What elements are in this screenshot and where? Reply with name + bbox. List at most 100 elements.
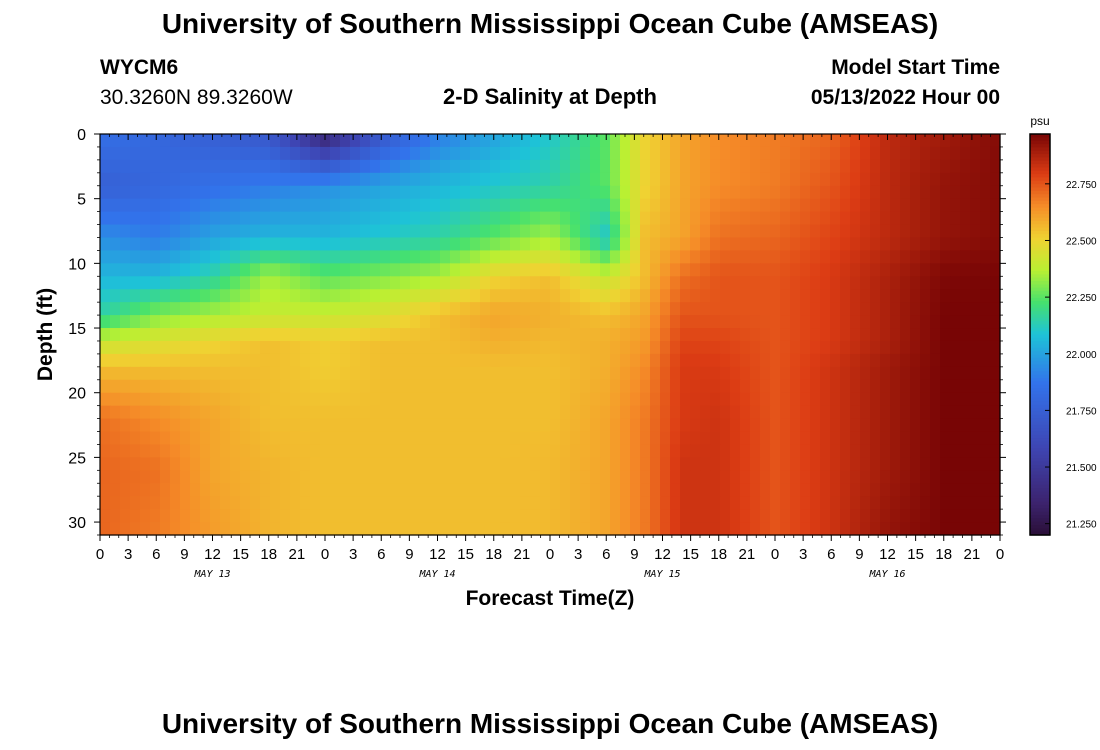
heatmap-cell <box>570 185 581 200</box>
heatmap-cell <box>400 302 411 316</box>
heatmap-cell <box>610 185 621 200</box>
heatmap-cell <box>930 289 941 303</box>
heatmap-cell <box>470 172 481 187</box>
heatmap-cell <box>360 522 371 536</box>
heatmap-cell <box>940 328 951 342</box>
heatmap-cell <box>570 522 581 536</box>
heatmap-cell <box>970 211 981 226</box>
heatmap-cell <box>660 159 671 174</box>
heatmap-cell <box>720 496 731 510</box>
heatmap-cell <box>700 263 711 277</box>
heatmap-cell <box>880 522 891 536</box>
x-tick-label: 15 <box>682 546 699 563</box>
x-tick-label: 18 <box>485 546 502 563</box>
heatmap-cell <box>880 392 891 407</box>
heatmap-cell <box>860 185 871 200</box>
colorbar-segment <box>1030 344 1050 349</box>
heatmap-cell <box>970 263 981 277</box>
heatmap-cell <box>330 444 341 458</box>
heatmap-cell <box>440 276 451 290</box>
heatmap-cell <box>570 340 581 355</box>
heatmap-cell <box>960 431 971 446</box>
heatmap-cell <box>210 134 221 148</box>
heatmap-cell <box>320 263 331 277</box>
heatmap-cell <box>120 405 131 420</box>
heatmap-cell <box>400 198 411 213</box>
heatmap-cell <box>110 276 121 290</box>
heatmap-cell <box>350 328 361 342</box>
colorbar-segment <box>1030 260 1050 265</box>
heatmap-cell <box>970 431 981 446</box>
heatmap-cell <box>240 172 251 187</box>
heatmap-cell <box>870 405 881 420</box>
heatmap-cell <box>250 522 261 536</box>
heatmap-cell <box>780 353 791 368</box>
heatmap-cell <box>330 379 341 394</box>
heatmap-cell <box>750 146 761 161</box>
heatmap-cell <box>950 159 961 174</box>
heatmap-cell <box>210 340 221 355</box>
heatmap-cell <box>560 172 571 187</box>
heatmap-cell <box>350 340 361 355</box>
heatmap-cell <box>270 457 281 471</box>
heatmap-cell <box>960 444 971 458</box>
heatmap-cell <box>340 198 351 213</box>
heatmap-cell <box>590 509 601 523</box>
heatmap-cell <box>830 211 841 226</box>
heatmap-cell <box>630 457 641 471</box>
heatmap-cell <box>590 302 601 316</box>
heatmap-cell <box>410 522 421 536</box>
colorbar-segment <box>1030 394 1050 399</box>
heatmap-cell <box>930 418 941 433</box>
heatmap-cell <box>810 509 821 523</box>
heatmap-cell <box>480 470 491 484</box>
heatmap-cell <box>960 418 971 433</box>
heatmap-cell <box>850 159 861 174</box>
heatmap-cell <box>810 328 821 342</box>
heatmap-cell <box>610 302 621 316</box>
heatmap-cell <box>830 224 841 239</box>
heatmap-cell <box>960 392 971 407</box>
heatmap-cell <box>460 237 471 252</box>
heatmap-cell <box>840 159 851 174</box>
heatmap-cell <box>820 185 831 200</box>
heatmap-cell <box>820 224 831 239</box>
heatmap-cell <box>320 392 331 407</box>
heatmap-cell <box>120 379 131 394</box>
heatmap-cell <box>570 198 581 213</box>
heatmap-cell <box>550 237 561 252</box>
heatmap-cell <box>330 522 341 536</box>
heatmap-cell <box>630 522 641 536</box>
x-tick-label: 3 <box>124 546 132 563</box>
heatmap-cell <box>580 198 591 213</box>
heatmap-cell <box>710 392 721 407</box>
heatmap-cell <box>920 366 931 381</box>
heatmap-cell <box>570 250 581 264</box>
heatmap-cell <box>790 211 801 226</box>
colorbar-segment <box>1030 157 1050 162</box>
colorbar-segment <box>1030 294 1050 299</box>
heatmap-cell <box>520 315 531 329</box>
heatmap-cell <box>480 302 491 316</box>
heatmap-cell <box>190 134 201 148</box>
heatmap-cell <box>900 340 911 355</box>
heatmap-cell <box>310 302 321 316</box>
heatmap-cell <box>430 315 441 329</box>
heatmap-cell <box>500 185 511 200</box>
heatmap-cell <box>470 263 481 277</box>
heatmap-cell <box>200 185 211 200</box>
heatmap-cell <box>960 237 971 252</box>
heatmap-cell <box>310 379 321 394</box>
heatmap-cell <box>490 509 501 523</box>
heatmap-cell <box>530 134 541 148</box>
heatmap-cell <box>630 289 641 303</box>
heatmap-cell <box>690 405 701 420</box>
heatmap-cell <box>200 431 211 446</box>
heatmap-cell <box>520 431 531 446</box>
heatmap-cell <box>270 302 281 316</box>
heatmap-cell <box>480 159 491 174</box>
heatmap-cell <box>460 340 471 355</box>
heatmap-cell <box>650 198 661 213</box>
heatmap-cell <box>450 224 461 239</box>
heatmap-cell <box>680 418 691 433</box>
